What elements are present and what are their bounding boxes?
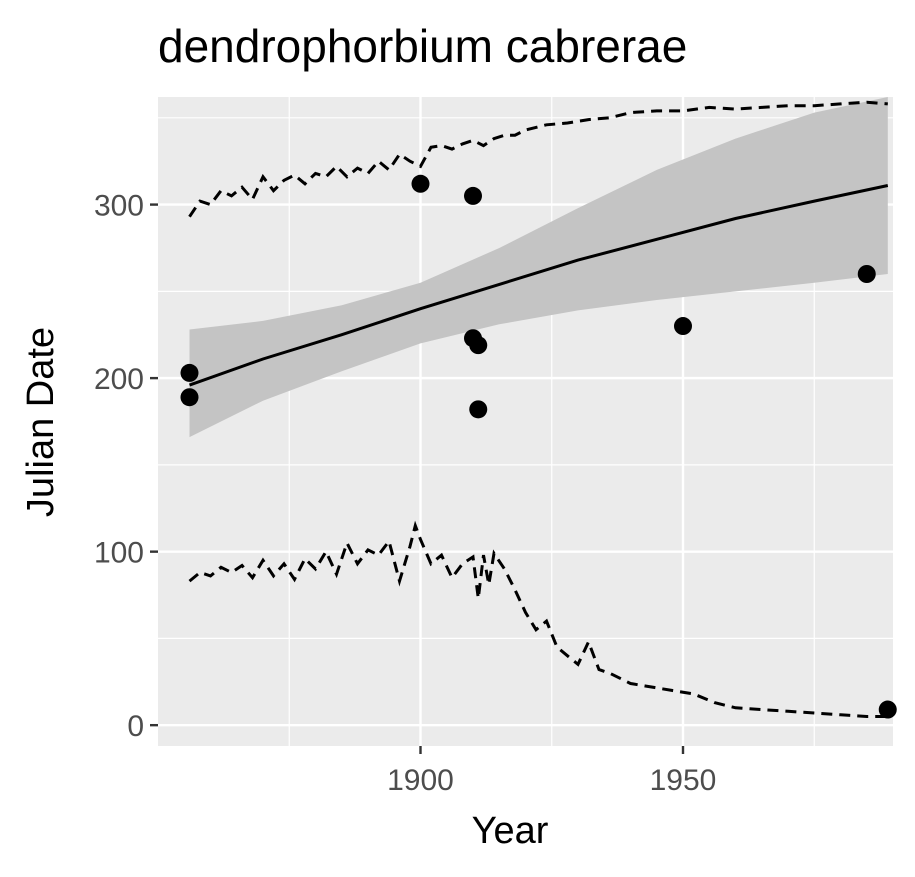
data-point <box>464 186 482 205</box>
y-tick-label: 300 <box>94 190 144 223</box>
y-axis-title: Julian Date <box>20 327 62 517</box>
x-tick-label: 1950 <box>650 764 717 797</box>
axes-layer: 1900 1950 0 100 200 300 <box>94 190 716 797</box>
x-tick-label: 1900 <box>387 764 454 797</box>
data-point <box>469 336 488 355</box>
data-point <box>469 400 488 419</box>
data-point <box>180 363 199 382</box>
confidence-band-layer <box>189 97 888 438</box>
confidence-band <box>189 97 888 438</box>
x-axis-title: Year <box>472 810 549 852</box>
chart-title: dendrophorbium cabrerae <box>158 20 687 72</box>
lower-dashed-line <box>188 520 888 718</box>
data-point <box>878 700 897 719</box>
y-tick-label: 0 <box>127 710 144 743</box>
dashed-lines-layer <box>188 100 888 718</box>
fit-line <box>188 184 889 387</box>
data-point <box>674 317 692 336</box>
data-point <box>857 265 876 283</box>
major-grid <box>158 97 893 746</box>
fit-line-layer <box>188 184 889 387</box>
y-tick-label: 100 <box>94 537 144 570</box>
data-point <box>180 388 199 407</box>
points-layer <box>180 174 897 719</box>
y-tick-label: 200 <box>94 363 144 396</box>
data-point <box>411 174 430 193</box>
upper-dashed-line <box>188 100 888 218</box>
